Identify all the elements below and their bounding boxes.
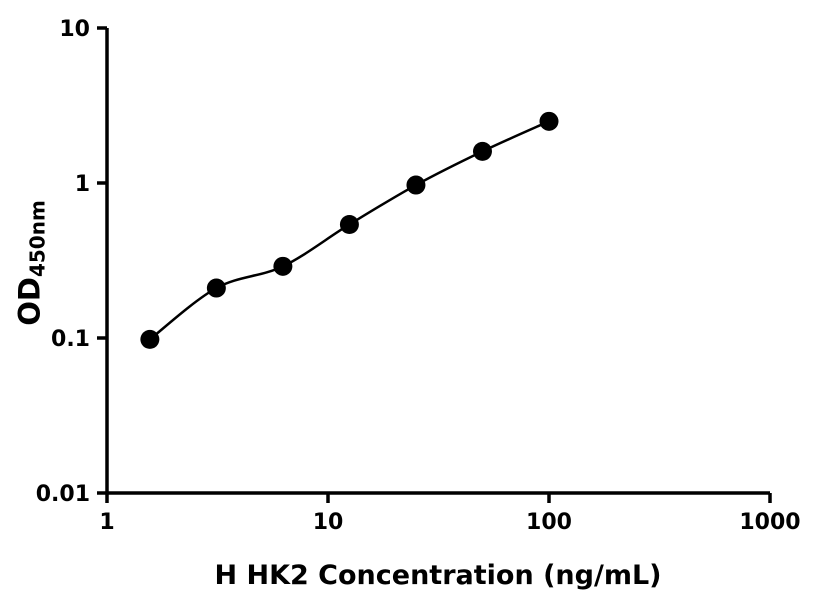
y-axis-title-subscript: 450nm (25, 200, 50, 278)
data-point (273, 256, 293, 276)
x-tick-label: 1 (99, 510, 114, 535)
data-point (339, 214, 359, 234)
y-axis-title: OD450nm (13, 200, 50, 326)
data-point (206, 278, 226, 298)
y-tick-label: 0.1 (51, 327, 90, 352)
x-axis-title: H HK2 Concentration (ng/mL) (214, 560, 662, 591)
data-point (472, 141, 492, 161)
x-tick-label: 100 (526, 510, 572, 535)
data-point (406, 175, 426, 195)
x-tick-label: 1000 (739, 510, 800, 535)
y-tick-label: 1 (75, 172, 90, 197)
y-axis-title-main: OD (12, 277, 47, 326)
x-tick-label: 10 (313, 510, 344, 535)
y-tick-label: 0.01 (36, 482, 90, 507)
data-point (539, 111, 559, 131)
y-tick-label: 10 (59, 17, 90, 42)
data-point (140, 329, 160, 349)
